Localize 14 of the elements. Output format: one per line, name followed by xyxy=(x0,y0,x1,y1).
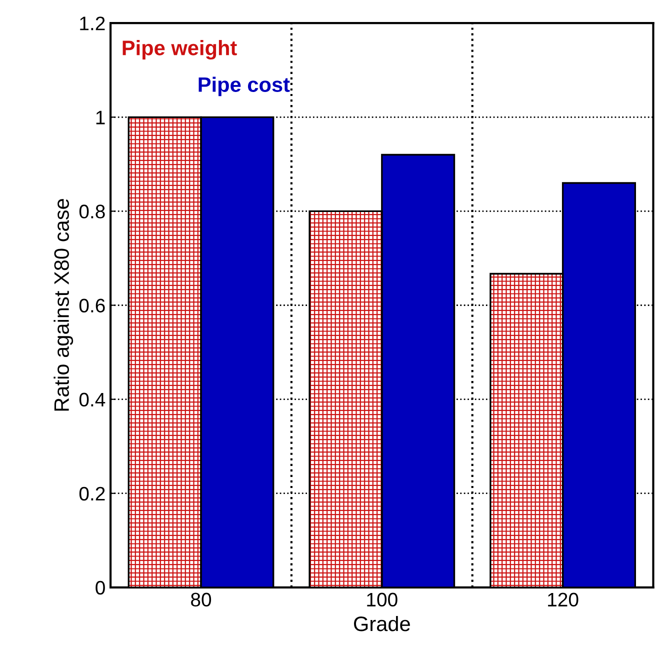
y-tick-label: 1.2 xyxy=(80,16,105,30)
y-tick-label: 0.6 xyxy=(79,298,105,312)
x-axis-title: Grade xyxy=(354,616,410,632)
y-tick-label: 0.4 xyxy=(79,392,106,407)
x-tick-label: 120 xyxy=(548,592,578,607)
text: Pipe weight xyxy=(122,40,237,60)
x-tick-label: 100 xyxy=(367,592,398,607)
y-tick-label: 1 xyxy=(96,110,105,124)
y-tick-label: 0.2 xyxy=(79,486,105,501)
x-tick-label: 80 xyxy=(191,592,212,607)
series-label: Pipe cost xyxy=(198,76,290,96)
y-tick-label: 0 xyxy=(96,580,105,595)
y-axis-title: Ratio against X80 case xyxy=(54,199,74,411)
y-tick-label: 0.8 xyxy=(79,204,105,218)
